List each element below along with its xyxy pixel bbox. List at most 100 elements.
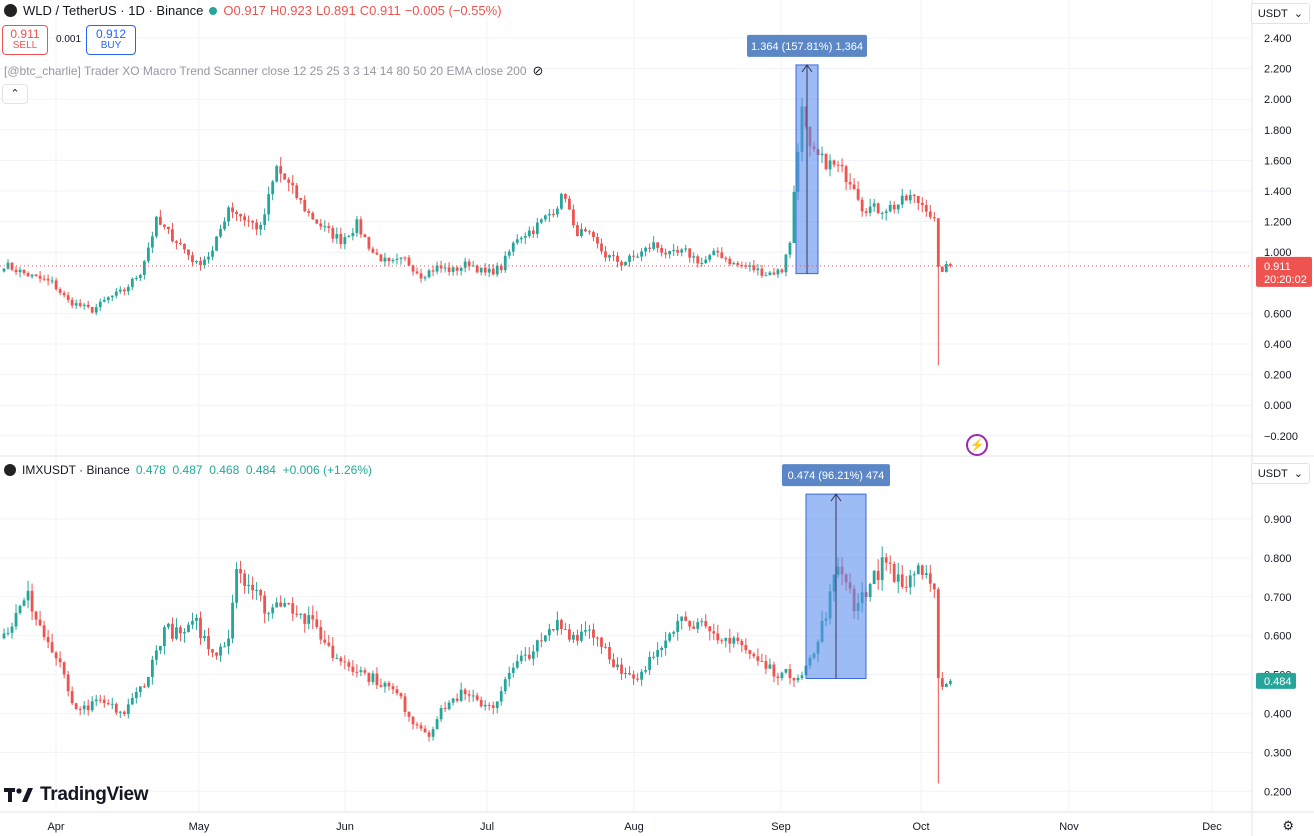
candle-body [604, 251, 607, 258]
candle-body [122, 289, 126, 292]
candle-body [247, 220, 251, 222]
candle-body [299, 198, 303, 200]
settings-gear-icon[interactable]: ⚙ [1282, 818, 1294, 833]
candle-body [443, 267, 447, 269]
candle-body [840, 164, 844, 167]
candle-body [716, 250, 720, 253]
candle-body [551, 213, 555, 215]
top-currency-select[interactable]: USDT ⌄ [1250, 3, 1310, 24]
eye-hidden-icon[interactable]: ⊘ [532, 63, 544, 78]
candle-body [507, 251, 511, 256]
candle-body [539, 219, 543, 223]
candle-body [331, 645, 335, 658]
candle-body [724, 637, 728, 641]
candle-body [451, 698, 455, 703]
candle-body [114, 703, 118, 713]
candle-body [844, 166, 848, 183]
candle-body [219, 229, 222, 237]
candle-body [948, 680, 952, 684]
candle-body [672, 631, 676, 634]
lightning-icon[interactable]: ⚡ [966, 434, 988, 456]
candle-body [347, 235, 351, 238]
candle-body [158, 646, 162, 651]
candle-body [660, 647, 664, 651]
candle-body [608, 646, 611, 660]
candle-body [427, 270, 431, 278]
candle-body [2, 633, 6, 639]
candle-body [54, 280, 58, 290]
y-tick-label: 0.800 [1264, 553, 1292, 565]
tradingview-logo-text: TradingView [40, 784, 149, 805]
bottom-symbol[interactable]: IMXUSDT · Binance [22, 463, 130, 477]
candle-body [183, 243, 186, 250]
indicator-legend[interactable]: [@btc_charlie] Trader XO Macro Trend Sca… [4, 63, 543, 79]
candle-body [760, 268, 764, 276]
candle-body [18, 605, 22, 613]
candle-body [134, 692, 138, 699]
candle-body [14, 269, 18, 273]
candle-body [199, 260, 202, 266]
candle-body [696, 622, 700, 629]
candle-body [255, 589, 259, 591]
candle-body [792, 191, 796, 244]
candle-body [399, 693, 403, 697]
candle-body [263, 214, 267, 225]
chevron-down-icon: ⌄ [1293, 468, 1303, 480]
candle-body [30, 274, 34, 277]
wld-logo-icon [4, 4, 17, 17]
candle-body [411, 265, 415, 272]
top-close: C0.911 [359, 3, 401, 18]
candle-body [936, 218, 940, 267]
candle-body [179, 627, 182, 634]
candle-body [90, 307, 94, 313]
candle-body [175, 627, 178, 639]
x-tick-label: Nov [1059, 821, 1079, 833]
y-tick-label: 0.200 [1264, 370, 1292, 382]
candle-body [58, 289, 62, 293]
candle-body [503, 679, 507, 692]
candle-body [275, 166, 279, 182]
candle-body [856, 188, 860, 200]
indicator-label: [@btc_charlie] Trader XO Macro Trend Sca… [4, 64, 527, 78]
candle-body [355, 219, 359, 233]
candle-body [74, 703, 78, 710]
collapse-legend-button[interactable]: ⌃ [2, 84, 28, 104]
candle-body [503, 255, 507, 271]
candle-body [34, 611, 38, 620]
sell-button[interactable]: 0.911 SELL [2, 25, 48, 55]
candle-body [66, 674, 70, 692]
candle-body [551, 629, 555, 631]
top-open: O0.917 [223, 3, 267, 18]
candle-body [832, 160, 836, 165]
candle-body [271, 181, 275, 195]
candle-body [576, 225, 579, 236]
buy-button[interactable]: 0.912 BUY [86, 25, 136, 55]
candle-body [764, 661, 768, 669]
candle-body [211, 649, 214, 653]
candle-body [415, 724, 419, 726]
candle-body [271, 607, 275, 614]
y-tick-label: 0.000 [1264, 400, 1292, 412]
buy-price: 0.912 [95, 27, 127, 41]
candle-body [231, 602, 234, 639]
bottom-currency-select[interactable]: USDT ⌄ [1250, 463, 1310, 484]
last-price-tag [1256, 672, 1296, 689]
candle-body [499, 265, 503, 271]
candle-body [636, 678, 639, 680]
candle-body [588, 231, 591, 233]
candle-body [696, 256, 700, 264]
candle-body [684, 616, 688, 621]
candle-body [728, 637, 732, 644]
candle-body [744, 265, 748, 267]
candle-body [660, 247, 664, 253]
y-tick-label: 1.200 [1264, 217, 1292, 229]
candle-body [656, 242, 660, 248]
top-symbol[interactable]: WLD / TetherUS · 1D · Binance [23, 3, 204, 18]
candle-body [704, 621, 708, 627]
last-price-tag [1256, 256, 1312, 287]
top-ohlc: O0.917 H0.923 L0.891 C0.911 −0.005 (−0.55%) [223, 3, 505, 18]
countdown-label: 20:20:02 [1264, 274, 1307, 286]
candle-body [38, 275, 42, 279]
candle-body [235, 211, 238, 214]
